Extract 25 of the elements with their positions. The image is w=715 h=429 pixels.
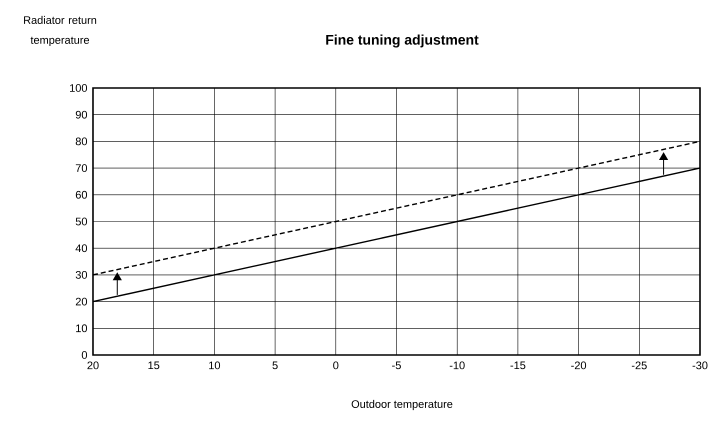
y-axis-title: Radiator return temperature: [24, 16, 96, 46]
x-tick-label: -10: [450, 362, 465, 370]
y-tick-label: 90: [76, 110, 88, 119]
y-tick-label: 50: [76, 218, 88, 226]
y-tick-label: 80: [76, 138, 88, 146]
x-tick-label: 5: [272, 362, 278, 370]
y-tick-label: 0: [82, 351, 88, 359]
x-tick-label: -15: [510, 362, 526, 370]
y-tick-label: 20: [76, 298, 88, 306]
y-tick-label: 30: [76, 271, 88, 279]
x-tick-label: 15: [148, 362, 160, 370]
y-tick-label: 10: [76, 324, 88, 332]
y-tick-label: 100: [70, 84, 88, 92]
y-tick-label: 40: [76, 244, 88, 252]
y-tick-label: 60: [76, 190, 88, 199]
chart-title: Fine tuning adjustment: [326, 34, 479, 48]
x-tick-label: 0: [333, 362, 338, 370]
x-tick-label: 20: [87, 362, 99, 370]
x-tick-label: -25: [632, 362, 647, 370]
y-tick-label: 70: [76, 164, 88, 172]
x-tick-label: -20: [571, 362, 586, 370]
x-tick-label: 10: [209, 362, 220, 370]
x-tick-label: -5: [392, 362, 401, 370]
x-tick-label: -30: [692, 362, 708, 370]
x-axis-title: Outdoor temperature: [352, 400, 452, 410]
